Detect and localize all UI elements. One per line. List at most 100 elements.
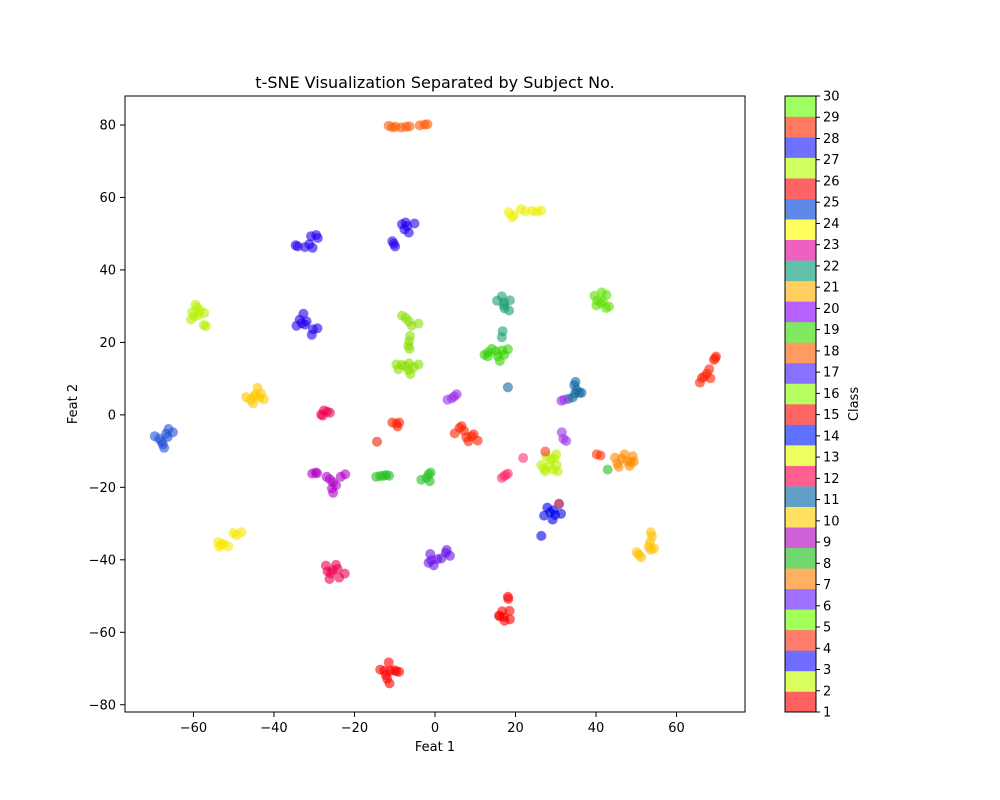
scatter-point (384, 470, 395, 481)
colorbar-tick-label: 7 (823, 578, 831, 593)
colorbar-tick-label: 18 (823, 344, 840, 359)
point-cluster (502, 382, 513, 393)
point-cluster (372, 436, 382, 447)
scatter-point (157, 439, 168, 450)
scatter-point (413, 359, 424, 370)
scatter-point (504, 614, 515, 625)
y-tick-label: −80 (89, 698, 116, 713)
colorbar-tick-label: 16 (823, 387, 840, 402)
colorbar-segment (785, 404, 816, 425)
scatter-point (307, 242, 318, 253)
scatter-point (312, 323, 323, 334)
y-tick-label: −20 (89, 481, 116, 496)
colorbar-segment (785, 670, 816, 692)
point-cluster (494, 591, 515, 626)
colorbar-tick-label: 23 (823, 238, 840, 253)
y-axis: −80 −60 −40 −20 0 20 40 60 80 (89, 118, 125, 713)
colorbar-segment (785, 116, 816, 138)
plot-area (149, 119, 721, 689)
colorbar-frame (784, 95, 817, 713)
colorbar-segment (785, 568, 816, 590)
colorbar-segment (785, 465, 816, 487)
x-tick-label: 20 (507, 721, 524, 736)
scatter-point (704, 364, 715, 375)
scatter-point (380, 670, 391, 680)
scatter-point (292, 241, 303, 252)
colorbar-segment (785, 157, 816, 179)
point-cluster (375, 657, 405, 689)
scatter-point (498, 300, 509, 311)
scatter-point (340, 469, 351, 480)
scatter-point (306, 329, 317, 340)
x-axis-label: Feat 1 (415, 740, 455, 755)
colorbar-segment (785, 260, 816, 282)
scatter-point (312, 468, 322, 479)
point-cluster (387, 217, 420, 252)
scatter-point (449, 391, 460, 402)
scatter-point (502, 344, 513, 355)
scatter-point (298, 308, 309, 319)
colorbar-tick-label: 3 (823, 663, 831, 678)
point-cluster (442, 389, 462, 405)
scatter-point (316, 409, 327, 420)
colorbar-segment (785, 137, 816, 158)
colorbar-segment (785, 362, 816, 384)
colorbar-tick-label: 1 (823, 706, 831, 721)
scatter-point (394, 417, 405, 428)
colorbar-label: Class (847, 387, 862, 421)
colorbar-tick-label: 13 (823, 451, 840, 466)
scatter-point (649, 543, 659, 554)
scatter-point (536, 205, 547, 216)
plot-frame (124, 95, 746, 713)
point-cluster (316, 405, 335, 421)
point-cluster (492, 291, 515, 343)
point-cluster (536, 530, 547, 541)
x-tick-label: −40 (260, 721, 287, 736)
point-cluster (371, 470, 395, 482)
point-cluster (503, 204, 547, 223)
point-cluster (321, 469, 351, 498)
scatter-point (503, 593, 514, 604)
point-cluster (387, 417, 405, 432)
point-cluster (416, 467, 436, 487)
colorbar-segment (785, 424, 816, 446)
point-cluster (554, 498, 564, 509)
scatter-point (496, 332, 507, 343)
colorbar-tick-label: 9 (823, 536, 831, 551)
colorbar-tick-label: 28 (823, 132, 840, 147)
scatter-point (403, 227, 414, 238)
point-cluster (610, 449, 639, 472)
scatter-point (403, 364, 414, 375)
colorbar-segment (785, 547, 816, 569)
point-cluster (383, 119, 433, 133)
scatter-point (504, 605, 515, 616)
point-cluster (391, 310, 424, 379)
colorbar-tick-label: 6 (823, 599, 831, 614)
y-axis-label: Feat 2 (66, 384, 81, 424)
colorbar-segment (785, 445, 816, 466)
scatter-point (217, 539, 227, 550)
scatter-point (508, 210, 519, 221)
scatter-point (384, 678, 395, 689)
scatter-point (300, 319, 310, 330)
scatter-point (291, 320, 302, 331)
colorbar-tick-label: 26 (823, 174, 840, 189)
scatter-point (200, 321, 211, 332)
scatter-point (383, 657, 394, 668)
y-tick-label: 60 (99, 191, 116, 206)
scatter-point (570, 376, 581, 387)
scatter-point (161, 428, 172, 439)
point-cluster (307, 467, 322, 479)
scatter-point (539, 510, 550, 521)
colorbar-tick-label: 8 (823, 557, 831, 572)
point-cluster (694, 351, 721, 388)
colorbar-segment (785, 301, 816, 323)
colorbar-segment (785, 239, 816, 261)
colorbar-segment (785, 219, 816, 241)
point-cluster (241, 382, 269, 409)
point-cluster (540, 446, 551, 457)
point-cluster (591, 449, 606, 461)
colorbar-segment (785, 486, 816, 507)
colorbar-tick-label: 4 (823, 642, 831, 657)
point-cluster (631, 527, 659, 563)
